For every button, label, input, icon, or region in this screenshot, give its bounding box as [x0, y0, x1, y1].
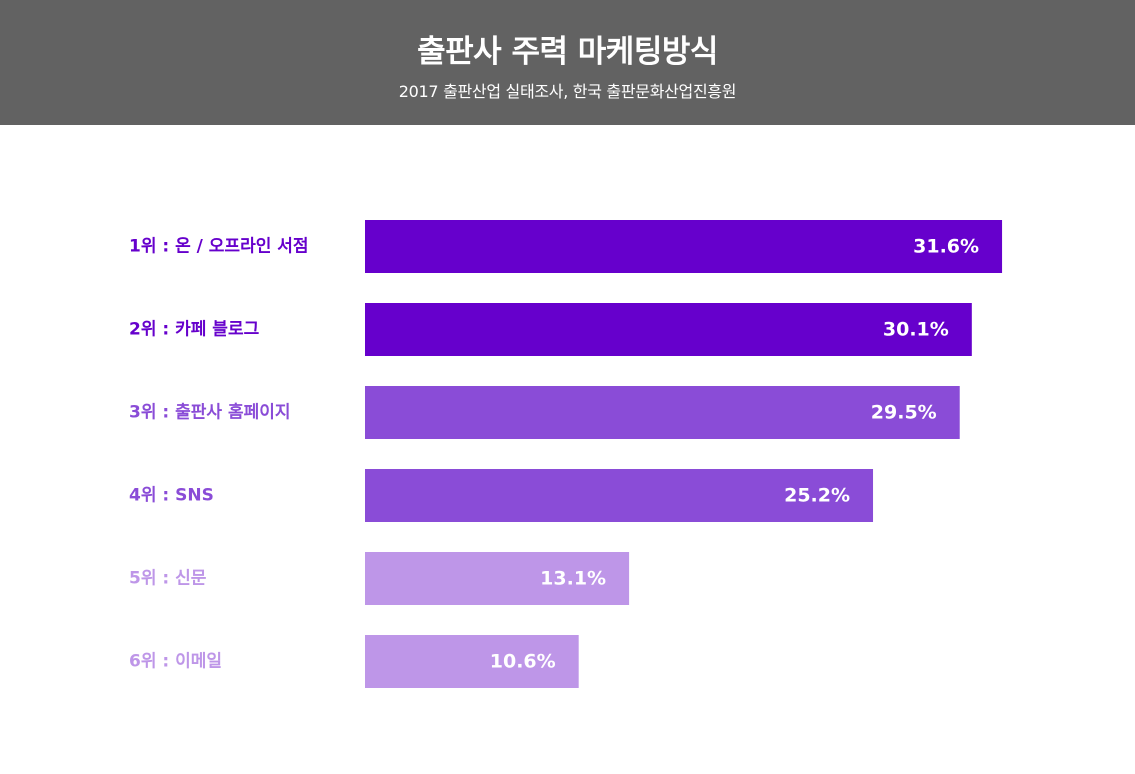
bar	[365, 386, 960, 439]
bar	[365, 552, 630, 605]
value-label: 10.6%	[490, 651, 556, 673]
category-label: 3위 : 출판사 홈페이지	[129, 402, 291, 423]
chart-header: 출판사 주력 마케팅방식 2017 출판산업 실태조사, 한국 출판문화산업진흥…	[0, 0, 1135, 125]
value-label: 30.1%	[883, 319, 949, 341]
bar-row: 1위 : 온 / 오프라인 서점 31.6%	[129, 220, 1003, 273]
category-label: 5위 : 신문	[129, 569, 207, 589]
bar-row: 5위 : 신문 13.1%	[129, 552, 630, 605]
bar-row: 4위 : SNS 25.2%	[129, 469, 874, 522]
bar	[365, 469, 874, 522]
chart-subtitle: 2017 출판산업 실태조사, 한국 출판문화산업진흥원	[398, 82, 737, 101]
bar-row: 2위 : 카페 블로그 30.1%	[129, 303, 972, 356]
value-label: 31.6%	[913, 236, 979, 258]
bar	[365, 635, 579, 688]
bar-row: 6위 : 이메일 10.6%	[129, 635, 579, 688]
chart-title: 출판사 주력 마케팅방식	[417, 34, 718, 70]
category-label: 6위 : 이메일	[129, 652, 222, 672]
bar	[365, 303, 972, 356]
bar	[365, 220, 1003, 273]
value-label: 13.1%	[540, 568, 606, 590]
bar-chart: 1위 : 온 / 오프라인 서점 31.6% 2위 : 카페 블로그 30.1% 3위 …	[129, 220, 1003, 688]
value-label: 29.5%	[871, 402, 937, 424]
category-label: 2위 : 카페 블로그	[129, 320, 260, 340]
category-label: 1위 : 온 / 오프라인 서점	[129, 237, 309, 257]
value-label: 25.2%	[784, 485, 850, 507]
category-label: 4위 : SNS	[129, 486, 214, 506]
bar-row: 3위 : 출판사 홈페이지 29.5%	[129, 386, 960, 439]
